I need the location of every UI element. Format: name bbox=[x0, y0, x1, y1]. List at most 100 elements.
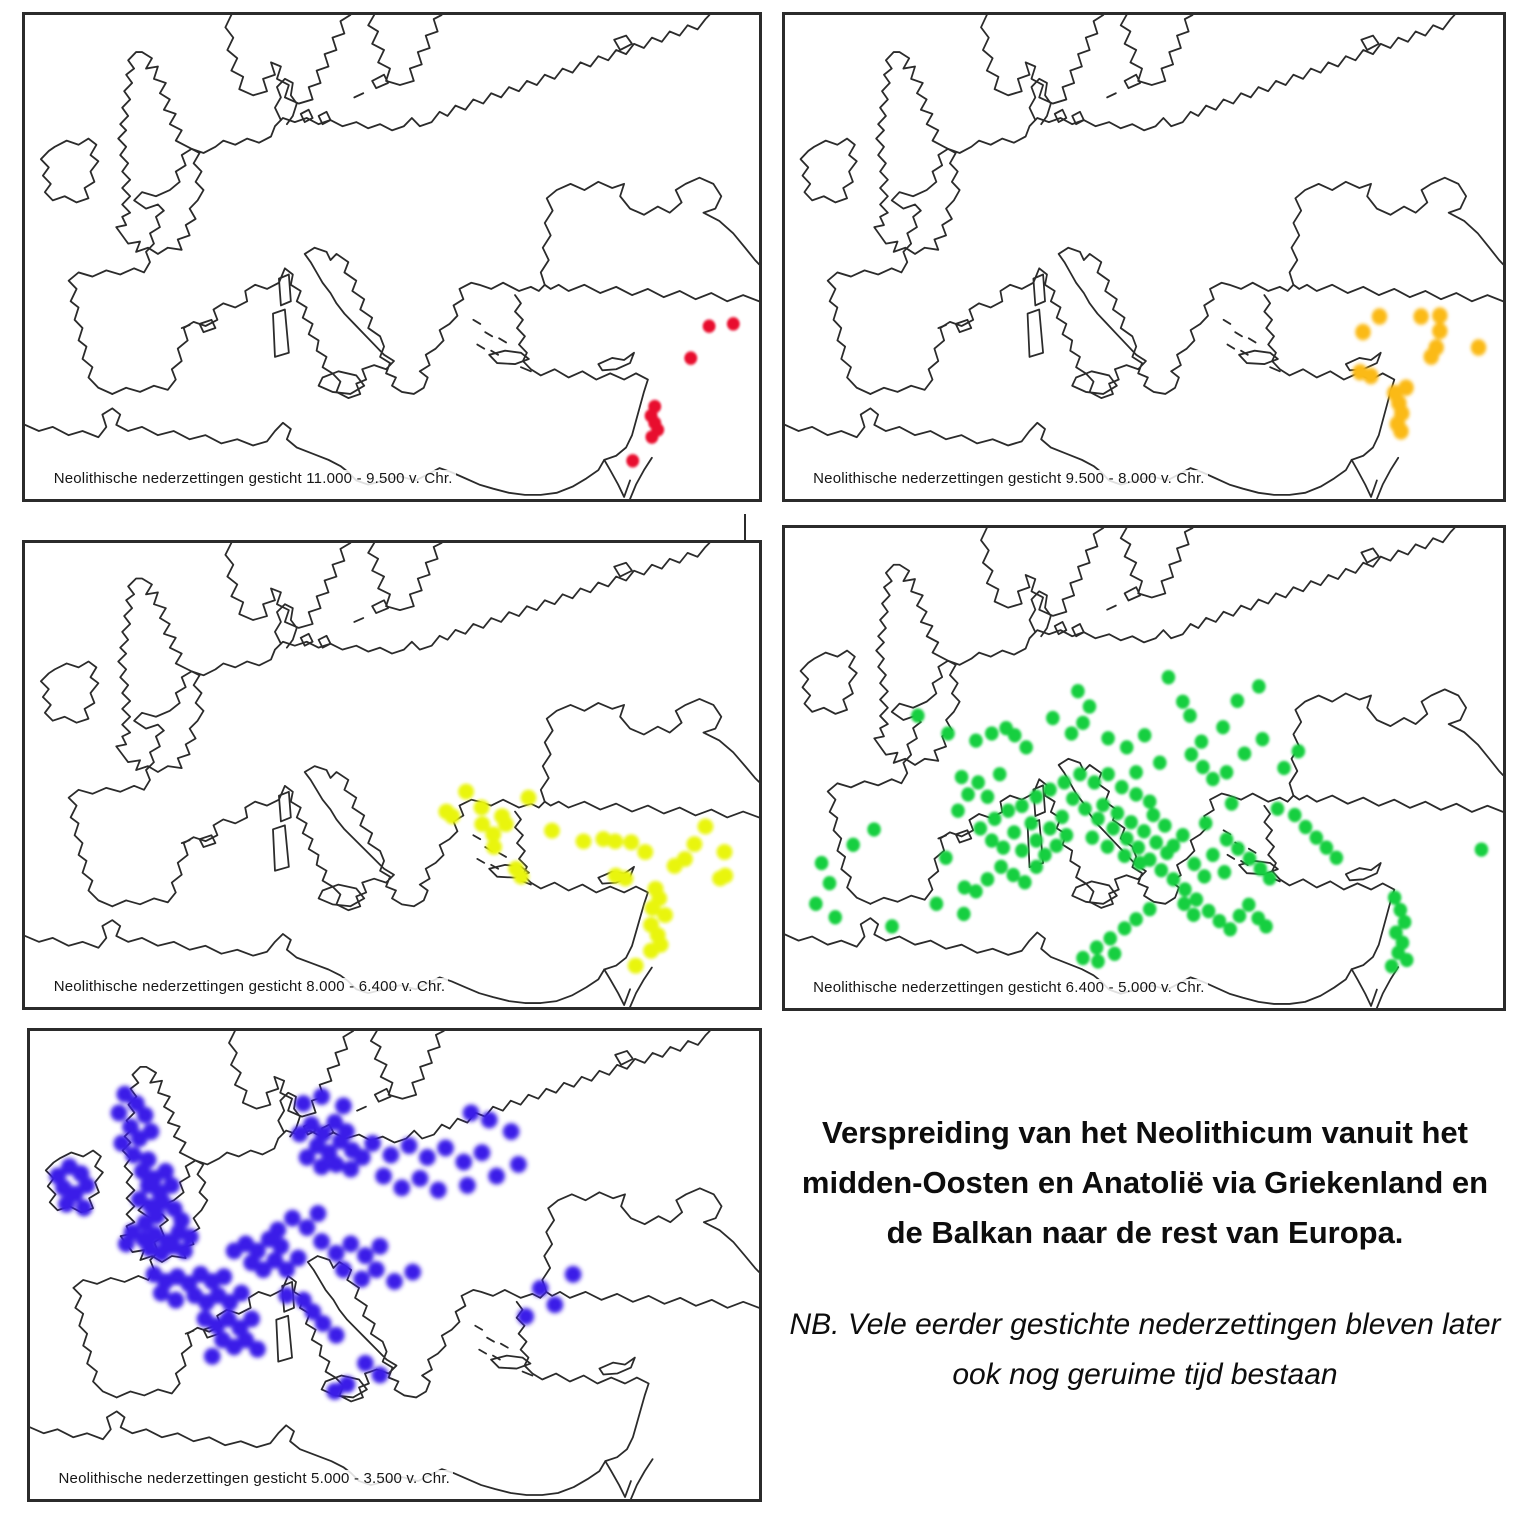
settlement-dot bbox=[1096, 797, 1110, 813]
settlement-dot bbox=[327, 1326, 345, 1344]
settlement-dot bbox=[364, 1134, 382, 1152]
settlement-dot bbox=[1153, 755, 1167, 770]
settlement-dot bbox=[338, 1375, 356, 1393]
map-caption: Neolithische nederzettingen gesticht 11.… bbox=[50, 469, 456, 487]
settlement-dot bbox=[1255, 732, 1270, 747]
settlement-dot bbox=[1091, 954, 1105, 969]
settlement-dot bbox=[1231, 841, 1245, 856]
settlement-dot bbox=[173, 1212, 190, 1229]
settlement-dot bbox=[295, 1095, 312, 1113]
settlement-dot bbox=[243, 1310, 261, 1328]
settlement-dot bbox=[1019, 740, 1034, 755]
settlement-dot bbox=[1223, 922, 1237, 937]
settlement-dot bbox=[1119, 740, 1134, 755]
settlement-dot bbox=[1384, 959, 1399, 974]
settlement-dot bbox=[1252, 679, 1266, 694]
settlement-dot bbox=[272, 1237, 290, 1255]
settlement-dot bbox=[1371, 308, 1388, 325]
settlement-dot bbox=[1015, 798, 1029, 814]
settlement-dot bbox=[1085, 830, 1100, 845]
settlement-dot bbox=[163, 1176, 180, 1194]
settlement-dot bbox=[353, 1270, 371, 1288]
settlement-dot bbox=[313, 1233, 330, 1251]
map-caption: Neolithische nederzettingen gesticht 5.0… bbox=[55, 1470, 454, 1488]
settlement-dot bbox=[637, 844, 654, 860]
settlement-dot bbox=[314, 1315, 332, 1333]
settlement-dot bbox=[1329, 850, 1344, 865]
settlement-dot bbox=[1001, 803, 1016, 818]
settlement-dot bbox=[289, 1249, 307, 1267]
settlement-dot bbox=[686, 836, 703, 853]
settlement-dot bbox=[623, 834, 640, 851]
settlement-dot bbox=[1178, 882, 1192, 897]
settlement-dot bbox=[969, 884, 983, 899]
settlement-dot bbox=[1432, 322, 1448, 340]
settlement-dot bbox=[1076, 715, 1090, 731]
settlement-dot bbox=[1197, 869, 1212, 884]
settlement-dot bbox=[203, 1347, 221, 1365]
settlement-dot bbox=[1206, 771, 1220, 787]
settlement-dot bbox=[544, 822, 560, 839]
settlement-dot bbox=[1057, 775, 1072, 790]
settlement-dot bbox=[1078, 801, 1092, 816]
settlement-dot bbox=[1015, 843, 1029, 858]
settlement-dot bbox=[1114, 780, 1129, 795]
settlement-dot bbox=[984, 726, 999, 741]
settlement-dot bbox=[221, 1293, 239, 1311]
settlement-dot bbox=[237, 1331, 255, 1349]
settlement-dot bbox=[1007, 728, 1022, 743]
settlement-dot bbox=[595, 831, 612, 847]
settlement-dot bbox=[939, 850, 953, 865]
settlement-dot bbox=[951, 803, 965, 818]
settlement-dot bbox=[459, 1176, 476, 1194]
settlement-dot bbox=[1230, 693, 1245, 708]
settlement-dot bbox=[1046, 710, 1060, 726]
settlement-dot bbox=[215, 1268, 233, 1286]
settlement-dot bbox=[313, 1088, 330, 1105]
settlement-dot bbox=[371, 1237, 389, 1255]
settlement-dot bbox=[1110, 805, 1125, 821]
settlement-dot bbox=[1432, 307, 1448, 324]
settlement-dot bbox=[462, 1104, 480, 1122]
settlement-dot bbox=[473, 799, 490, 816]
settlement-dot bbox=[984, 833, 999, 848]
settlement-dot bbox=[1187, 856, 1202, 872]
settlement-dot bbox=[996, 840, 1011, 855]
settlement-dot bbox=[152, 1284, 170, 1302]
settlement-dot bbox=[78, 1176, 96, 1194]
figure-title: Verspreiding van het Neolithicum vanuit … bbox=[801, 1115, 1489, 1250]
settlement-dot bbox=[626, 454, 640, 468]
settlement-dot bbox=[1253, 861, 1268, 876]
settlement-dot bbox=[822, 876, 837, 891]
settlement-dot bbox=[1119, 831, 1134, 846]
settlement-dot bbox=[1091, 811, 1105, 827]
settlement-dot bbox=[298, 1219, 316, 1237]
settlement-dot bbox=[1101, 731, 1115, 746]
settlement-dot bbox=[941, 726, 955, 741]
map-svg bbox=[785, 528, 1503, 1008]
settlement-dots-layer bbox=[626, 317, 740, 468]
settlement-dot bbox=[1043, 782, 1057, 797]
settlement-dot bbox=[716, 844, 733, 860]
settlement-dot bbox=[302, 1116, 320, 1134]
settlement-dot bbox=[1029, 859, 1044, 875]
settlement-dot bbox=[354, 1148, 371, 1166]
settlement-dot bbox=[954, 769, 969, 785]
settlement-dot bbox=[1129, 787, 1143, 802]
settlement-dot bbox=[1219, 765, 1234, 780]
settlement-dot bbox=[497, 816, 514, 833]
settlement-dot bbox=[474, 816, 491, 833]
figure-text-block: Verspreiding van het Neolithicum vanuit … bbox=[782, 1108, 1508, 1400]
map-panel-period-3: Neolithische nederzettingen gesticht 8.0… bbox=[22, 540, 762, 1010]
settlement-dot bbox=[1474, 842, 1489, 857]
settlement-dot bbox=[846, 837, 861, 852]
settlement-dot bbox=[254, 1261, 272, 1279]
settlement-dots-layer bbox=[438, 783, 734, 974]
map-panel-period-2: Neolithische nederzettingen gesticht 9.5… bbox=[782, 12, 1506, 502]
settlement-dot bbox=[1196, 759, 1210, 775]
settlement-dot bbox=[1470, 339, 1487, 356]
settlement-dot bbox=[437, 1139, 454, 1157]
settlement-dot bbox=[485, 826, 502, 843]
settlement-dot bbox=[1029, 833, 1044, 848]
settlement-dot bbox=[1107, 946, 1122, 961]
